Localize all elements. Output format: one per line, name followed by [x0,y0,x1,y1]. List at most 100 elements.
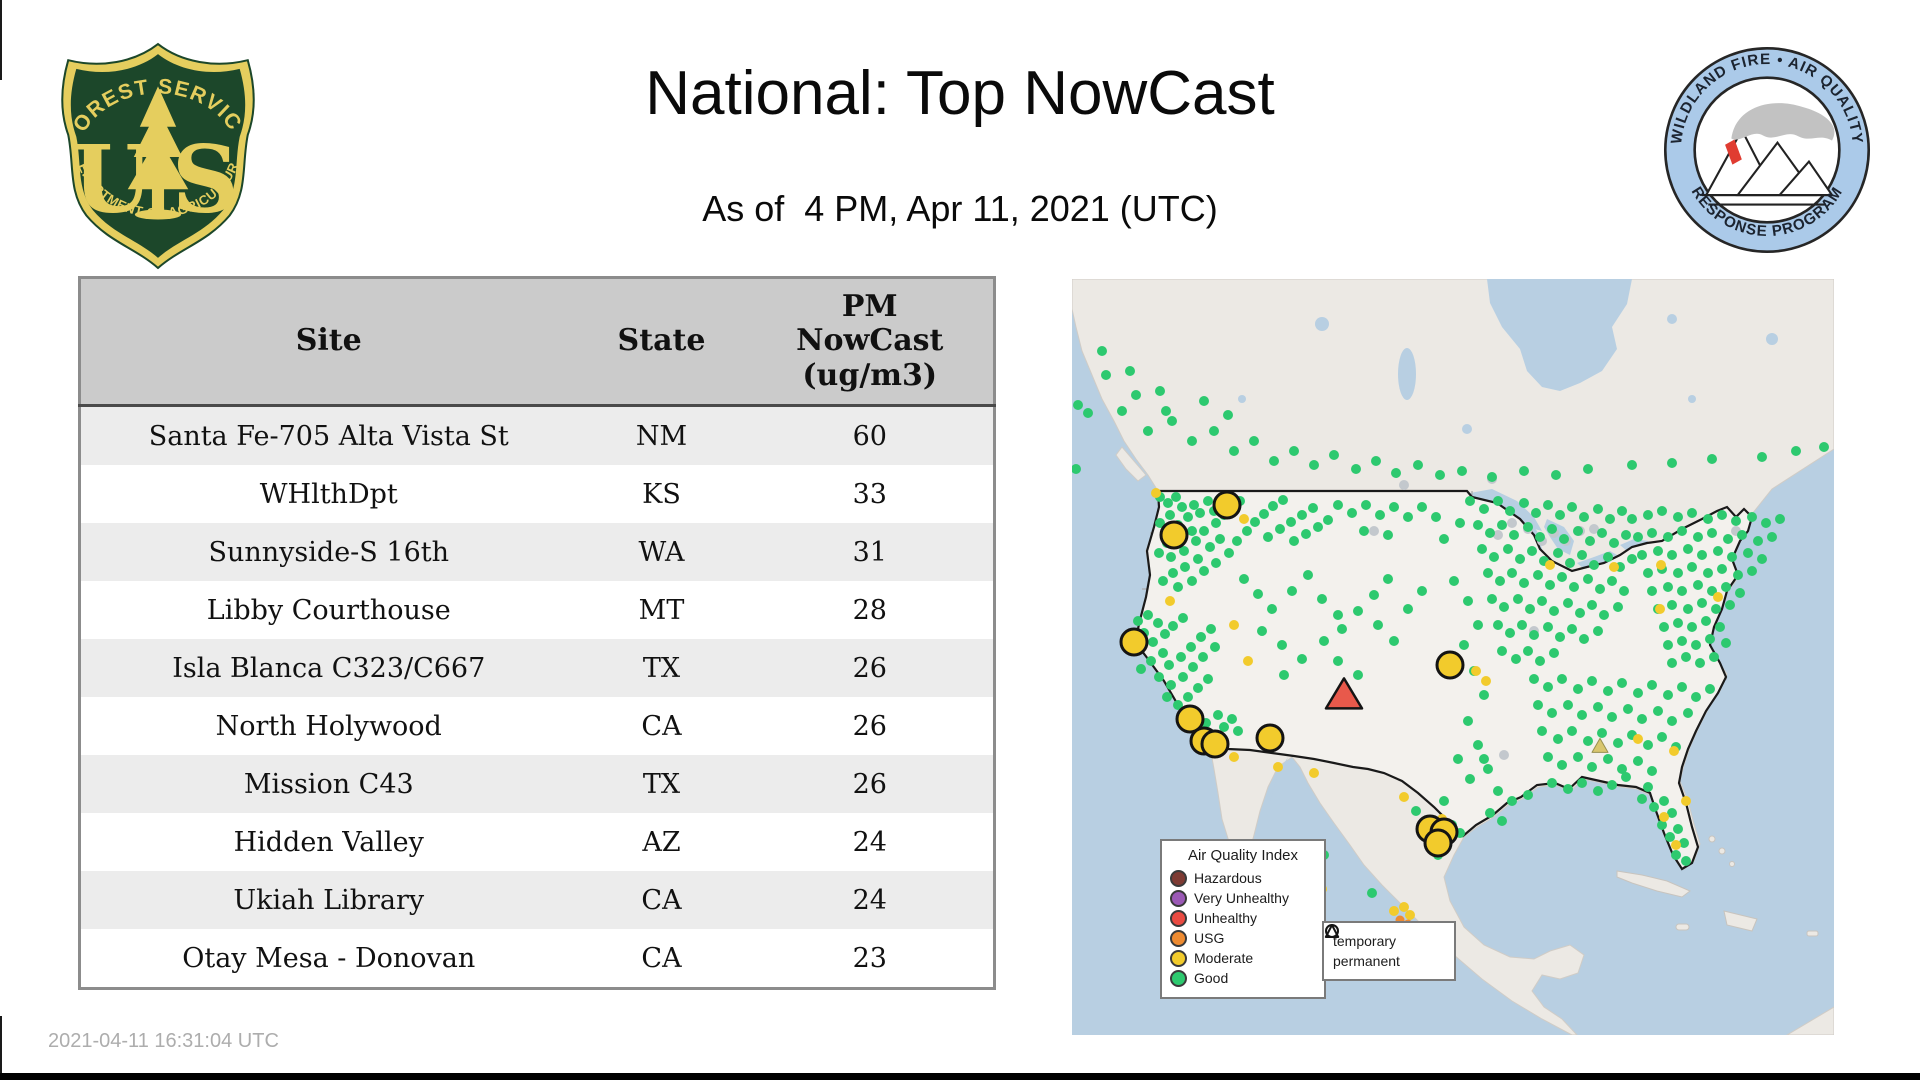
map-point [1707,528,1717,538]
map-point [1463,596,1473,606]
map-point [1533,700,1543,710]
top-nowcast-table: Site State PM NowCast (ug/m3) Santa Fe-7… [78,276,996,990]
map-point [1465,496,1475,506]
map-point [1563,784,1573,794]
map-point [1213,710,1223,720]
map-point [1663,582,1673,592]
map-south-america [1786,1006,1834,1035]
map-point [1133,616,1143,626]
site-cell: Ukiah Library [233,884,425,916]
map-point [1489,552,1499,562]
left-edge-mark-top [0,0,2,80]
map-point [1637,714,1647,724]
map-point [1647,528,1657,538]
map-point [1203,496,1213,506]
map-point [1595,584,1605,594]
map-point [1487,472,1497,482]
map-point [1259,509,1269,519]
map-point [1485,528,1495,538]
map-point [1587,600,1597,610]
map-point [1543,682,1553,692]
value-cell: 26 [852,768,887,800]
map-point [1493,530,1503,540]
map-point [1159,520,1189,550]
map-point [1073,400,1083,410]
map-point [1143,610,1153,620]
state-cell: WA [638,536,685,568]
map-point [1333,656,1343,666]
map-point [1278,495,1288,505]
generated-timestamp: 2021-04-11 16:31:04 UTC [48,1030,279,1052]
map-point [1403,512,1413,522]
map-point [1523,790,1533,800]
map-point [1303,570,1313,580]
map-point [1565,558,1575,568]
state-cell: CA [641,710,682,742]
map-point [1761,518,1771,528]
map-point [1657,820,1667,830]
map-point [1603,686,1613,696]
map-point [1519,498,1529,508]
map-point [1153,618,1163,628]
map-point [1607,576,1617,586]
map-point [1166,552,1176,562]
wfaqrp-mountains-icon [1701,127,1835,206]
value-cell: 60 [852,420,887,452]
map-point [1399,792,1409,802]
map-point [1287,586,1297,596]
map-point [1119,627,1149,657]
map-point [1643,510,1653,520]
map-point [1717,510,1727,520]
map-point [1161,406,1171,416]
map-point [1633,756,1643,766]
map-point [1529,674,1539,684]
map-point [1353,670,1363,680]
map-point [1255,723,1285,753]
map-point [1767,532,1777,542]
map-point [1513,594,1523,604]
usfs-letter-s: S [172,124,239,233]
map-point [1559,534,1569,544]
table-row: Libby Courthouse MT 28 [79,581,995,639]
table-row: Mission C43 TX 26 [79,755,995,813]
aqi-color-swatch [1170,889,1187,907]
map-point [1227,714,1237,724]
map-point [1713,546,1723,556]
map-point [1659,812,1669,822]
map-point [1211,558,1221,568]
map-point [1721,582,1731,592]
map-point [1232,536,1242,546]
map-point [1633,734,1643,744]
map-point [1199,396,1209,406]
site-cell: Mission C43 [243,768,414,800]
map-point [1593,786,1603,796]
map-point [1273,762,1283,772]
map-point [1557,674,1567,684]
map-point [1753,536,1763,546]
map-point [1663,532,1673,542]
map-point [1671,840,1681,850]
map-point [1423,828,1453,858]
map-point [1681,796,1691,806]
wfaqrp-smoke-icon [1731,103,1835,141]
map-point [1673,618,1683,628]
left-edge-mark-bottom [0,1016,2,1080]
map-point [1613,602,1623,612]
map-point [1289,536,1299,546]
usfs-pine-tree-icon [127,86,189,220]
value-cell: 23 [852,942,887,974]
map-point [1673,568,1683,578]
map-point [1543,500,1553,510]
map-point [1389,636,1399,646]
table-row: Isla Blanca C323/C667 TX 26 [79,639,995,697]
map-point [1473,520,1483,530]
map-point [1179,546,1189,556]
map-point [1747,512,1757,522]
aqi-legend-title: Air Quality Index [1187,847,1299,864]
map-point [1633,688,1643,698]
map-point [1703,568,1713,578]
state-cell: TX [642,768,681,800]
map-point [1511,654,1521,664]
map-point [1479,754,1489,764]
map-monitor-dots-layer [1072,346,1829,956]
